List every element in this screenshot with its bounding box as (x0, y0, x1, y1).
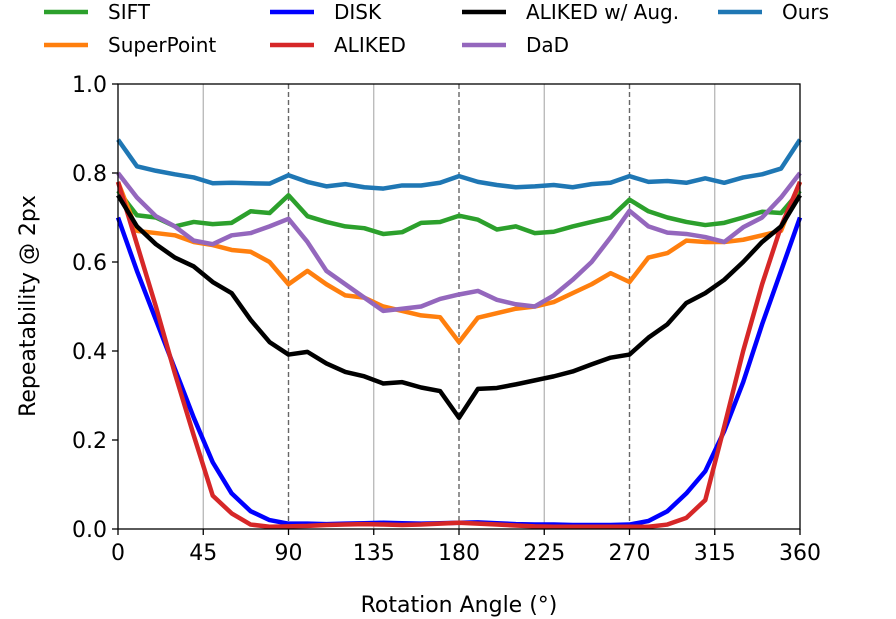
y-tick-label-1: 0.2 (72, 429, 107, 454)
series-line-ours (116, 138, 802, 191)
x-tick-label-270: 270 (609, 541, 651, 566)
series-line-sift (116, 189, 802, 237)
y-axis-label: Repeatability @ 2px (16, 195, 41, 417)
x-axis-label: Rotation Angle (°) (361, 593, 558, 618)
x-tick-label-45: 45 (189, 541, 217, 566)
x-tick-label-360: 360 (779, 541, 821, 566)
legend-label-disk: DISK (334, 0, 382, 24)
x-tick-label-180: 180 (438, 541, 480, 566)
y-tick-label-0: 0.0 (72, 518, 107, 543)
legend-label-dad: DaD (526, 33, 569, 57)
grid-layer (202, 84, 716, 529)
legend: SIFT SuperPoint DISK ALIKED ALIKED w/ Aug. Da… (44, 0, 829, 57)
legend-label-ours: Ours (782, 0, 829, 24)
series-line-aliked (115, 181, 803, 530)
x-tick-label-90: 90 (275, 541, 303, 566)
x-tick-label-0: 0 (111, 541, 125, 566)
legend-label-superpoint: SuperPoint (108, 33, 216, 57)
series-line-dad (116, 171, 802, 314)
ticks-layer: 0 45 90 135 180 225 270 315 360 0.0 0.2 0.4 0.6 0.8 1.… (72, 73, 821, 566)
x-tick-label-225: 225 (523, 541, 565, 566)
legend-label-sift: SIFT (108, 0, 151, 24)
series-line-superpoint (115, 181, 803, 345)
y-tick-label-3: 0.6 (72, 251, 107, 276)
series-layer (115, 138, 803, 530)
y-tick-label-2: 0.4 (72, 340, 107, 365)
y-tick-label-5: 1.0 (72, 73, 107, 98)
y-tick-label-4: 0.8 (72, 162, 107, 187)
legend-label-aliked-w-aug: ALIKED w/ Aug. (526, 0, 679, 24)
series-line-aliked-w-aug (116, 194, 802, 420)
x-tick-label-135: 135 (353, 541, 395, 566)
legend-label-aliked: ALIKED (334, 33, 406, 57)
x-tick-label-315: 315 (694, 541, 736, 566)
